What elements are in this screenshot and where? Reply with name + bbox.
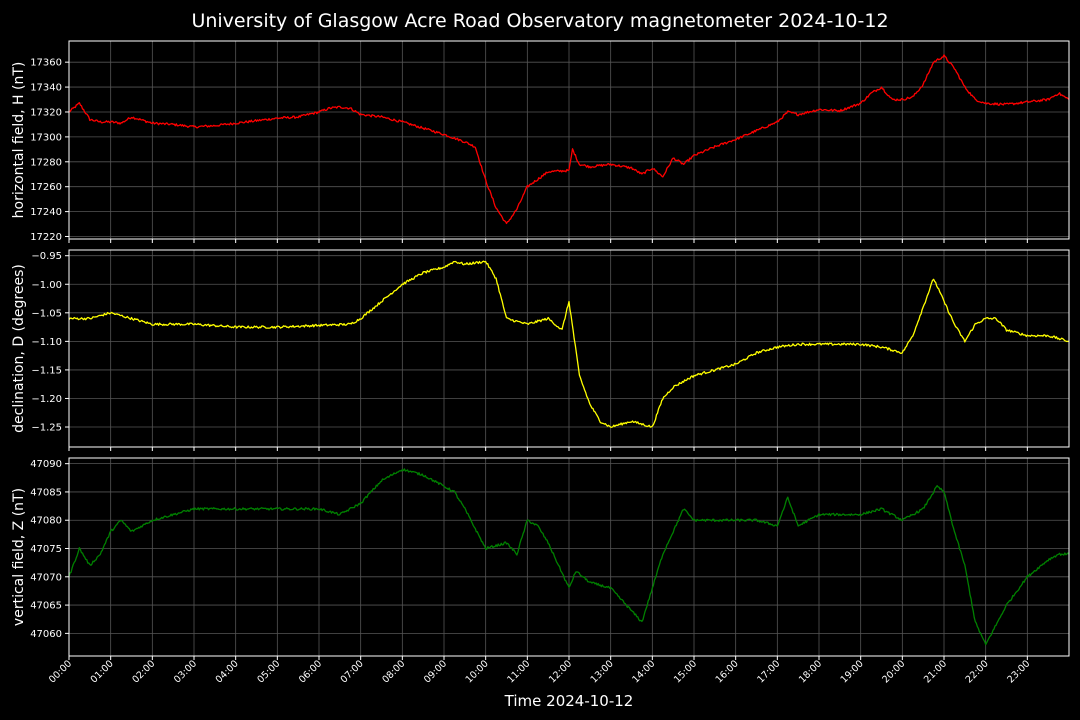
x-tick-label: 00:00 — [47, 658, 74, 685]
x-tick-label: 19:00 — [839, 658, 866, 685]
x-tick-label: 14:00 — [630, 658, 657, 685]
y-tick-label: −0.95 — [31, 251, 62, 262]
y-tick-label: 17340 — [30, 83, 62, 94]
y-tick-label: −1.20 — [31, 394, 62, 405]
y-tick-label: 47080 — [30, 516, 62, 527]
y-tick-label: 17320 — [30, 107, 62, 118]
x-tick-label: 17:00 — [755, 658, 782, 685]
y-tick-label: 17220 — [30, 232, 62, 243]
y-tick-label: 47085 — [30, 487, 62, 498]
x-tick-label: 12:00 — [547, 658, 574, 685]
y-tick-label: 17360 — [30, 58, 62, 69]
series-line-H — [69, 54, 1070, 225]
x-tick-label: 22:00 — [964, 658, 991, 685]
y-axis-label: vertical field, Z (nT) — [11, 488, 27, 626]
series-line-Z — [68, 468, 1070, 646]
x-tick-label: 02:00 — [130, 658, 157, 685]
x-tick-label: 08:00 — [380, 658, 407, 685]
x-tick-label: 15:00 — [672, 658, 699, 685]
axes-frame — [68, 40, 1070, 240]
y-tick-label: 47060 — [30, 629, 62, 640]
x-tick-label: 04:00 — [214, 658, 241, 685]
y-tick-label: −1.05 — [31, 308, 62, 319]
panel-declination: −0.95 −1.00 −1.05 −1.10 −1.15 −1.20 −1.25 decli… — [11, 249, 1070, 451]
x-tick-label: 06:00 — [297, 658, 324, 685]
x-axis-label: Time 2024-10-12 — [504, 692, 634, 710]
y-axis-label: horizontal field, H (nT) — [11, 62, 27, 219]
y-tick-label: 17260 — [30, 182, 62, 193]
x-tick-label: 21:00 — [922, 658, 949, 685]
x-tick-label: 16:00 — [714, 658, 741, 685]
x-tick-label: 09:00 — [422, 658, 449, 685]
x-tick-label: 07:00 — [339, 658, 366, 685]
y-axis-label: declination, D (degrees) — [11, 264, 27, 433]
x-tick-label: 13:00 — [589, 658, 616, 685]
y-tick-label: 47070 — [30, 572, 62, 583]
x-tick-label: 11:00 — [505, 658, 532, 685]
panel-vertical-field: 47060 47065 47070 47075 47080 47085 47090 verti… — [11, 457, 1070, 660]
y-tick-label: −1.10 — [31, 337, 62, 348]
x-tick-label: 10:00 — [464, 658, 491, 685]
x-tick-label: 20:00 — [880, 658, 907, 685]
chart-title: University of Glasgow Acre Road Observat… — [191, 10, 889, 32]
y-tick-label: 47075 — [30, 544, 62, 555]
y-tick-label: 17280 — [30, 157, 62, 168]
x-tick-label: 05:00 — [255, 658, 282, 685]
time-axis: 00:00 01:00 02:00 03:00 04:00 05:00 06:00 07:00… — [47, 658, 1032, 685]
series-line-D — [68, 260, 1070, 428]
y-tick-label: 47090 — [30, 459, 62, 470]
y-tick-label: −1.25 — [31, 423, 62, 434]
x-tick-label: 23:00 — [1005, 658, 1032, 685]
y-tick-label: 17240 — [30, 207, 62, 218]
y-tick-label: 47065 — [30, 601, 62, 612]
axes-frame — [68, 457, 1070, 657]
x-tick-label: 03:00 — [172, 658, 199, 685]
axes-frame — [68, 249, 1070, 448]
y-tick-label: 17300 — [30, 132, 62, 143]
panel-horizontal-field: 17220 17240 17260 17280 17300 17320 17340 17360… — [11, 40, 1070, 243]
x-tick-label: 18:00 — [797, 658, 824, 685]
y-tick-label: −1.00 — [31, 280, 62, 291]
x-tick-label: 01:00 — [89, 658, 116, 685]
y-tick-label: −1.15 — [31, 365, 62, 376]
